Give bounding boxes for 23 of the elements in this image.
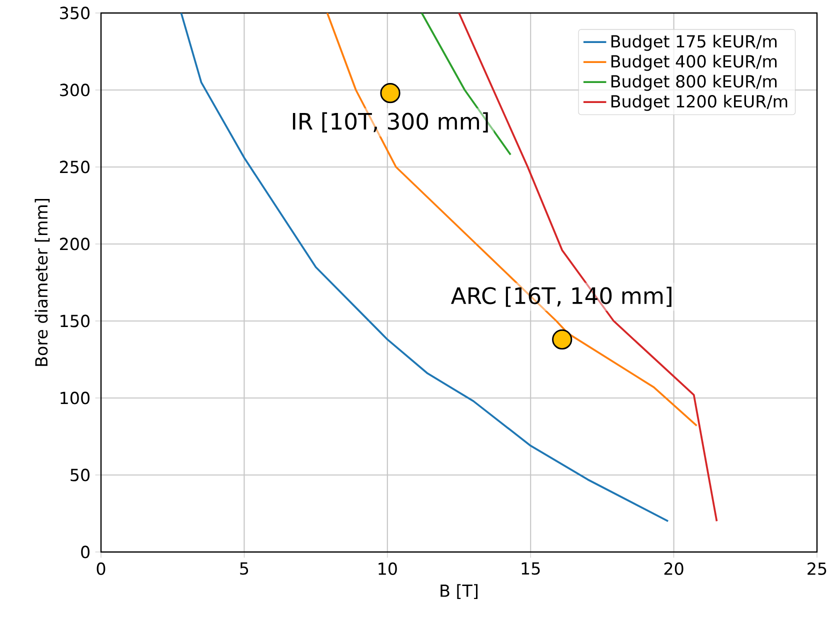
legend-label: Budget 800 kEUR/m	[611, 74, 777, 91]
y-tick-label: 50	[70, 468, 90, 482]
x-tick-label: 25	[808, 562, 826, 575]
legend-label: Budget 400 kEUR/m	[611, 54, 777, 71]
annotation: IR [10T, 300 mm]	[292, 112, 488, 133]
y-tick-label: 300	[60, 84, 90, 96]
y-tick-label: 250	[60, 160, 90, 174]
y-tick-label: 150	[60, 314, 90, 328]
x-tick-label: 5	[240, 562, 248, 575]
x-tick-label: 20	[664, 562, 684, 575]
legend-label: Budget 1200 kEUR/m	[611, 94, 788, 111]
x-tick-label: 0	[96, 562, 106, 575]
y-tick-label: 200	[60, 238, 90, 250]
x-tick-label: 15	[522, 562, 540, 575]
y-axis-title: Bore diameter [mm]	[34, 198, 50, 366]
legend-label: Budget 175 kEUR/m	[611, 34, 777, 51]
annotation: ARC [16T, 140 mm]	[450, 286, 672, 307]
x-axis-title: B [T]	[440, 584, 478, 600]
line-series	[180, 12, 670, 522]
y-tick-label: 0	[81, 546, 90, 558]
y-tick-label: 350	[60, 6, 90, 20]
x-tick-label: 10	[378, 562, 397, 575]
y-tick-label: 100	[60, 392, 90, 404]
